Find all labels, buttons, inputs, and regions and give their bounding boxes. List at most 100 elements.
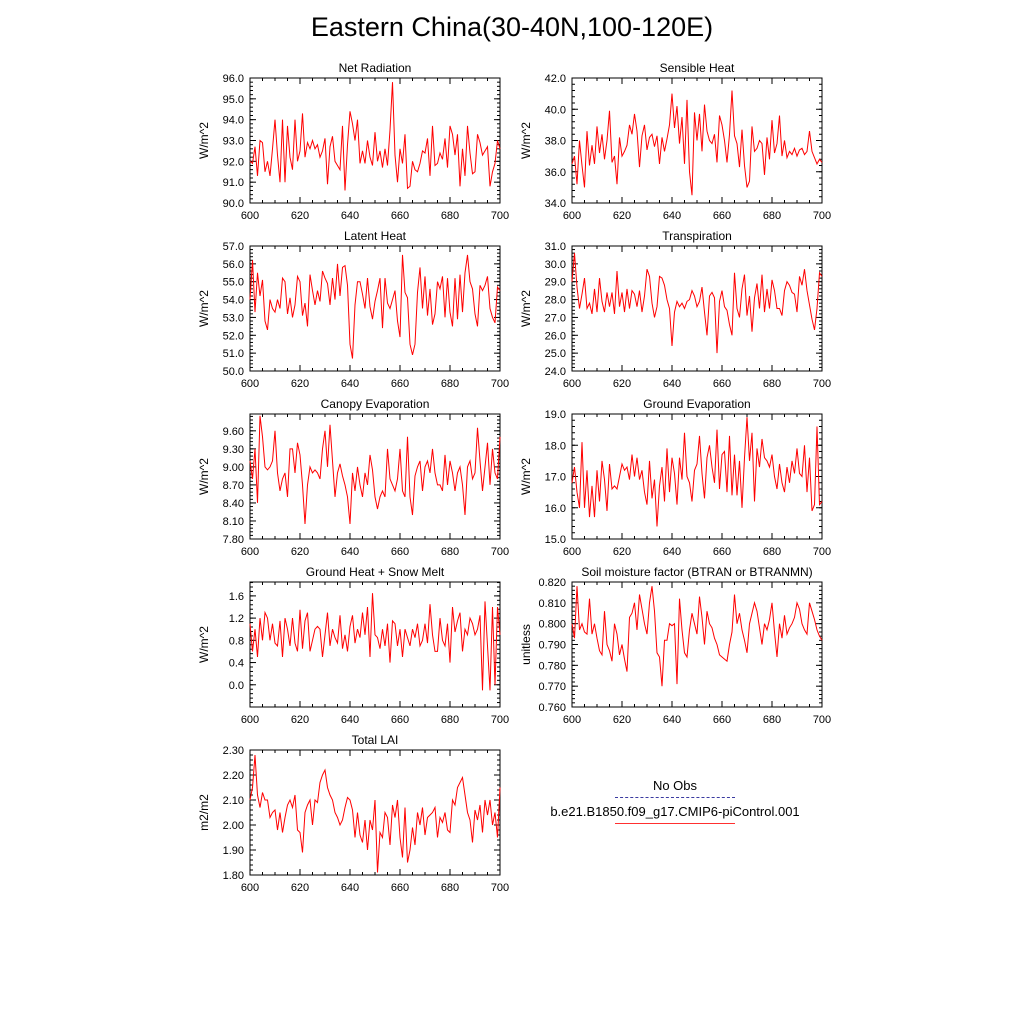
- x-tick-label: 660: [713, 546, 731, 558]
- x-tick-label: 700: [491, 546, 509, 558]
- x-tick-label: 660: [713, 714, 731, 726]
- chart-title: Soil moisture factor (BTRAN or BTRANMN): [581, 565, 812, 579]
- chart-panel-4: Transpiration W/m^2 600 620 640 660 680 700 24.0…: [519, 229, 831, 390]
- y-tick-label: 95.0: [223, 94, 244, 106]
- y-tick-label: 91.0: [223, 177, 244, 189]
- y-tick-label: 1.6: [229, 591, 244, 603]
- y-axis-label: W/m^2: [197, 122, 211, 159]
- y-tick-label: 34.0: [545, 198, 566, 210]
- chart-panel-6: Ground Evaporation W/m^2 600 620 640 660 680 70…: [519, 397, 831, 558]
- x-tick-label: 680: [441, 882, 459, 894]
- x-tick-label: 640: [341, 378, 359, 390]
- y-axis-label: W/m^2: [197, 626, 211, 663]
- page-title: Eastern China(30-40N,100-120E): [310, 12, 714, 42]
- x-tick-label: 620: [613, 714, 631, 726]
- x-tick-label: 640: [341, 210, 359, 222]
- x-tick-label: 660: [713, 210, 731, 222]
- y-tick-label: 16.0: [545, 503, 566, 515]
- y-tick-label: 28.0: [545, 295, 566, 307]
- x-tick-label: 680: [441, 714, 459, 726]
- series-line: [249, 254, 501, 359]
- y-axis-label: W/m^2: [519, 290, 533, 327]
- y-tick-label: 1.2: [229, 613, 244, 625]
- x-tick-label: 700: [813, 714, 831, 726]
- x-tick-label: 700: [491, 210, 509, 222]
- chart-title: Latent Heat: [344, 229, 407, 243]
- x-tick-label: 680: [763, 210, 781, 222]
- x-tick-label: 640: [341, 546, 359, 558]
- y-tick-label: 0.8: [229, 635, 244, 647]
- y-tick-label: 29.0: [545, 277, 566, 289]
- legend-obs-swatch: [615, 797, 735, 798]
- chart-panel-2: Sensible Heat W/m^2 600 620 640 660 680 700 34.0…: [519, 61, 831, 222]
- y-axis-label: unitless: [519, 624, 533, 665]
- chart-panel-3: Latent Heat W/m^2 600 620 640 660 680 700 50.0 51…: [197, 229, 509, 390]
- x-tick-label: 680: [441, 378, 459, 390]
- x-tick-label: 660: [713, 378, 731, 390]
- y-tick-label: 1.80: [223, 870, 244, 882]
- y-tick-label: 92.0: [223, 156, 244, 168]
- y-axis-label: W/m^2: [519, 122, 533, 159]
- series-line: [571, 586, 823, 687]
- y-tick-label: 2.20: [223, 770, 244, 782]
- x-tick-label: 680: [763, 378, 781, 390]
- x-tick-label: 620: [291, 210, 309, 222]
- chart-title: Transpiration: [662, 229, 732, 243]
- chart-title: Canopy Evaporation: [321, 397, 430, 411]
- series-line: [571, 417, 823, 527]
- y-tick-label: 31.0: [545, 241, 566, 253]
- y-tick-label: 38.0: [545, 136, 566, 148]
- y-axis-label: W/m^2: [197, 458, 211, 495]
- y-tick-label: 52.0: [223, 330, 244, 342]
- y-tick-label: 94.0: [223, 115, 244, 127]
- y-tick-label: 0.790: [538, 640, 566, 652]
- y-tick-label: 53.0: [223, 312, 244, 324]
- x-tick-label: 700: [813, 546, 831, 558]
- x-tick-label: 700: [491, 714, 509, 726]
- x-tick-label: 600: [563, 546, 581, 558]
- x-tick-label: 600: [241, 546, 259, 558]
- x-tick-label: 620: [613, 378, 631, 390]
- y-tick-label: 2.00: [223, 820, 244, 832]
- plot-frame: [249, 413, 501, 540]
- chart-panel-1: Net Radiation W/m^2 600 620 640 660 680 700 90.0…: [197, 61, 509, 222]
- y-tick-label: 17.0: [545, 472, 566, 484]
- x-tick-label: 680: [441, 546, 459, 558]
- y-tick-label: 9.60: [223, 426, 244, 438]
- y-tick-label: 42.0: [545, 73, 566, 85]
- x-tick-label: 620: [291, 714, 309, 726]
- y-tick-label: 90.0: [223, 198, 244, 210]
- x-tick-label: 700: [491, 378, 509, 390]
- y-tick-label: 27.0: [545, 312, 566, 324]
- chart-title: Ground Heat + Snow Melt: [306, 565, 445, 579]
- y-tick-label: 93.0: [223, 136, 244, 148]
- y-tick-label: 51.0: [223, 348, 244, 360]
- y-tick-label: 15.0: [545, 534, 566, 546]
- plot-frame: [571, 245, 823, 372]
- chart-title: Net Radiation: [339, 61, 412, 75]
- plot-frame: [571, 413, 823, 540]
- chart-title: Total LAI: [352, 733, 399, 747]
- chart-title: Ground Evaporation: [643, 397, 750, 411]
- y-tick-label: 9.00: [223, 462, 244, 474]
- y-tick-label: 25.0: [545, 348, 566, 360]
- x-tick-label: 620: [613, 210, 631, 222]
- series-line: [249, 593, 501, 691]
- x-tick-label: 700: [813, 378, 831, 390]
- y-tick-label: 2.30: [223, 745, 244, 757]
- y-tick-label: 0.780: [538, 660, 566, 672]
- x-tick-label: 600: [563, 210, 581, 222]
- x-tick-label: 660: [391, 210, 409, 222]
- x-tick-label: 680: [441, 210, 459, 222]
- x-tick-label: 680: [763, 546, 781, 558]
- x-tick-label: 640: [663, 210, 681, 222]
- y-tick-label: 0.4: [229, 658, 244, 670]
- y-tick-label: 9.30: [223, 444, 244, 456]
- y-tick-label: 2.10: [223, 795, 244, 807]
- x-tick-label: 640: [663, 546, 681, 558]
- y-tick-label: 8.10: [223, 516, 244, 528]
- x-tick-label: 660: [391, 714, 409, 726]
- x-tick-label: 640: [663, 378, 681, 390]
- y-axis-label: W/m^2: [197, 290, 211, 327]
- y-tick-label: 0.0: [229, 680, 244, 692]
